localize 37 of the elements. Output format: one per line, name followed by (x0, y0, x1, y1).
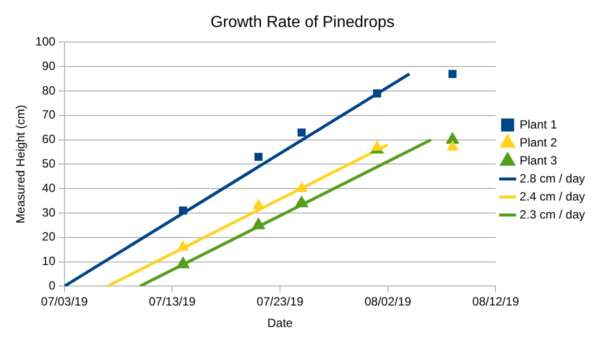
point (254, 152, 263, 161)
legend-label: 2.4 cm / day (520, 189, 586, 204)
x-tick-label: 08/02/19 (364, 294, 412, 309)
point (446, 140, 458, 151)
y-tick-label: 90 (42, 58, 56, 73)
y-tick-label: 70 (42, 108, 56, 122)
y-tick-label: 20 (42, 230, 56, 244)
x-tick-label: 07/23/19 (256, 294, 304, 309)
point (252, 218, 266, 230)
point (448, 70, 457, 78)
legend-label: 2.8 cm / day (520, 171, 586, 186)
point (373, 89, 382, 98)
x-tick-label: 07/03/19 (41, 294, 88, 309)
point (371, 140, 383, 151)
point (177, 240, 189, 251)
legend-label: 2.3 cm / day (520, 207, 586, 222)
legend-label: Plant 3 (520, 153, 558, 168)
x-tick-label: 07/13/19 (148, 294, 196, 309)
point (296, 182, 308, 192)
y-tick-label: 50 (42, 156, 56, 171)
point (176, 256, 190, 268)
point (298, 128, 306, 137)
legend-label: Plant 1 (520, 117, 558, 132)
y-tick-label: 60 (42, 132, 56, 146)
y-axis-title: Measured Height (cm) (14, 104, 28, 224)
y-tick-label: 100 (35, 34, 56, 49)
y-tick-label: 40 (42, 180, 56, 195)
point (295, 196, 308, 208)
legend-label: Plant 2 (520, 135, 558, 150)
y-tick-label: 0 (48, 278, 56, 293)
x-axis-title: Date (267, 316, 294, 330)
y-tick-label: 30 (42, 205, 56, 220)
x-tick-label: 08/12/19 (472, 294, 520, 309)
chart-title: Growth Rate of Pinedrops (210, 14, 395, 32)
y-tick-label: 80 (42, 83, 56, 98)
y-tick-label: 10 (42, 254, 56, 268)
point (252, 199, 264, 210)
